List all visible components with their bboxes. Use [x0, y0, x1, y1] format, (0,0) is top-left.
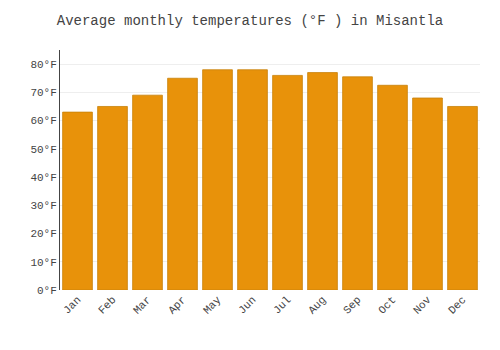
svg-text:10°F: 10°F [30, 257, 56, 269]
svg-text:20°F: 20°F [30, 228, 56, 240]
svg-text:0°F: 0°F [37, 285, 57, 297]
svg-text:30°F: 30°F [30, 200, 56, 212]
svg-text:Jan: Jan [61, 294, 83, 316]
svg-text:40°F: 40°F [30, 172, 56, 184]
svg-text:Nov: Nov [411, 294, 434, 317]
svg-text:80°F: 80°F [30, 59, 56, 71]
svg-text:Mar: Mar [131, 294, 153, 316]
svg-text:70°F: 70°F [30, 87, 56, 99]
svg-text:Dec: Dec [446, 294, 468, 316]
svg-text:Aug: Aug [306, 294, 328, 316]
svg-text:Jul: Jul [271, 294, 293, 316]
svg-text:Average monthly temperatures (: Average monthly temperatures (°F ) in Mi… [57, 13, 443, 29]
svg-text:Jun: Jun [236, 294, 258, 316]
svg-text:Oct: Oct [376, 294, 398, 316]
svg-text:60°F: 60°F [30, 115, 56, 127]
svg-text:Apr: Apr [166, 294, 188, 316]
svg-text:May: May [201, 294, 224, 317]
svg-text:Feb: Feb [96, 294, 118, 316]
svg-text:50°F: 50°F [30, 144, 56, 156]
svg-text:Sep: Sep [341, 294, 363, 316]
